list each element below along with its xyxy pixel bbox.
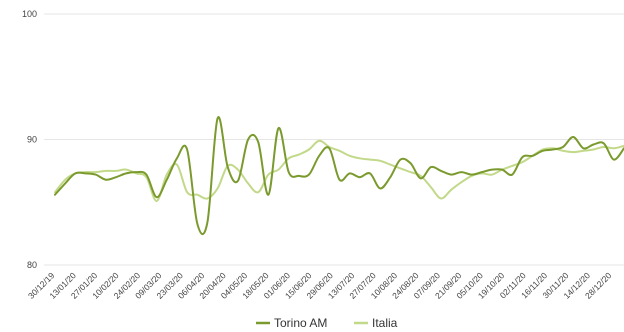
- series-line-italia: [54, 139, 624, 202]
- y-axis-ticks: 80 90 100: [22, 9, 37, 270]
- legend: Torino AM Italia: [256, 316, 398, 330]
- legend-label: Italia: [372, 316, 398, 330]
- y-tick-label: 90: [27, 135, 37, 145]
- y-tick-label: 80: [27, 260, 37, 270]
- gridlines: [44, 13, 624, 266]
- series-lines: [54, 116, 624, 236]
- legend-label: Torino AM: [274, 316, 327, 330]
- y-tick-label: 100: [22, 9, 37, 19]
- x-axis-ticks: 30/12/1913/01/2027/01/2010/02/2024/02/20…: [26, 270, 614, 301]
- series-line-torino-am: [54, 116, 624, 236]
